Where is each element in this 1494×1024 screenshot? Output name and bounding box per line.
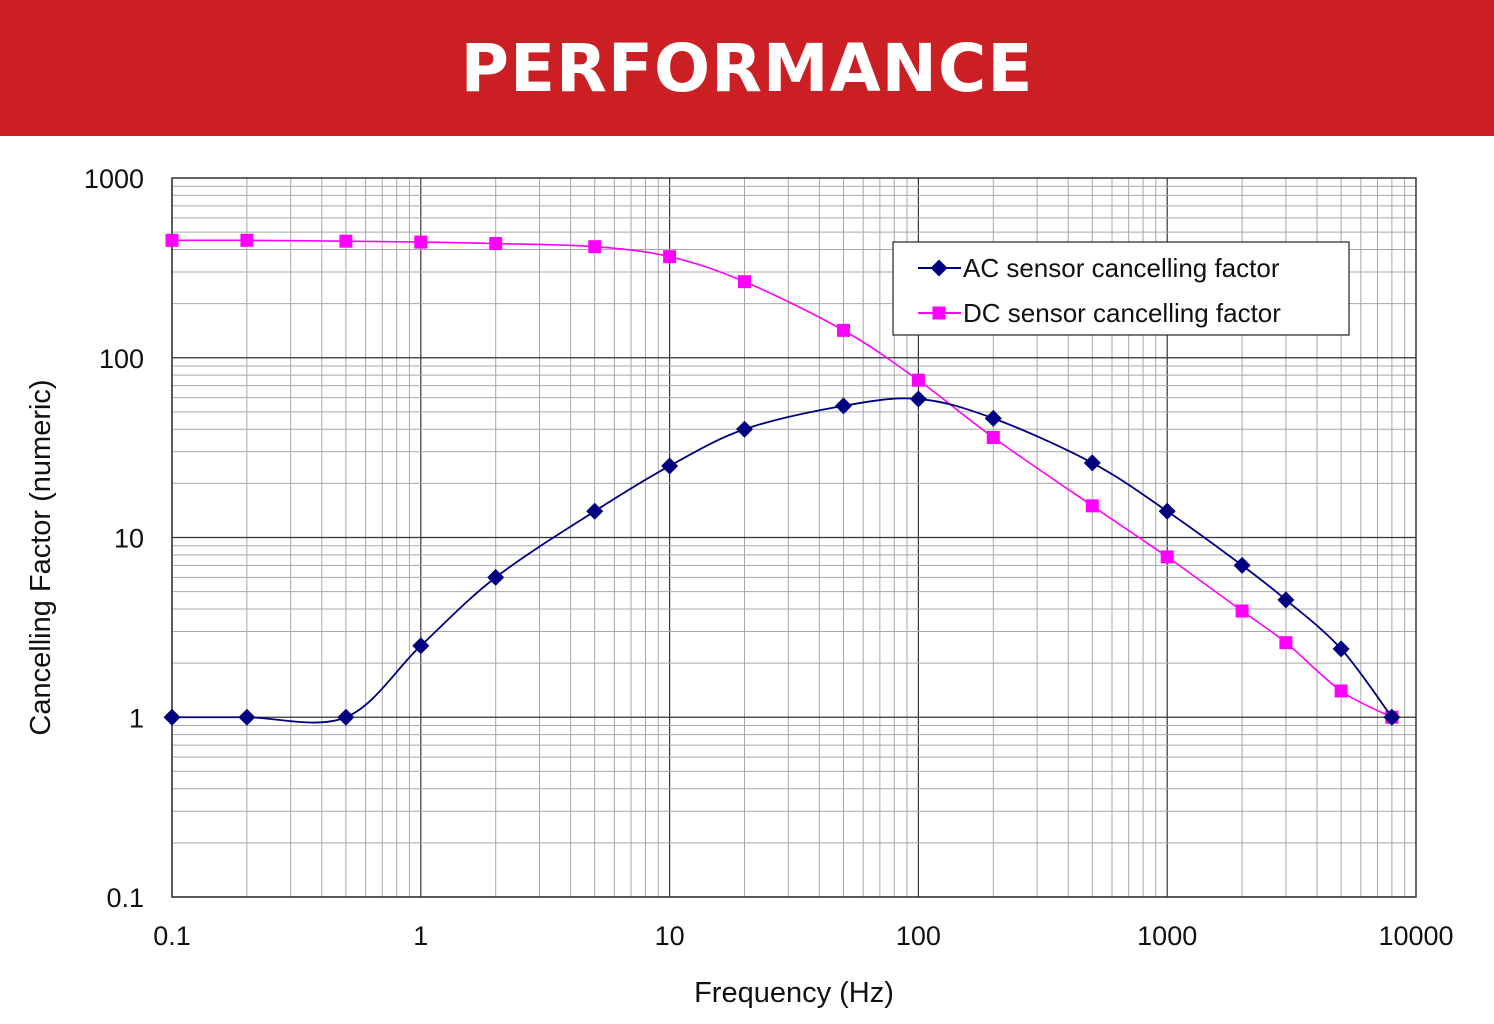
data-point-ac (586, 502, 604, 520)
x-tick-label: 0.1 (153, 921, 191, 951)
data-point-dc (489, 237, 503, 251)
x-tick-label: 10 (655, 921, 685, 951)
data-point-ac (661, 457, 679, 475)
data-point-dc (911, 373, 925, 387)
page-title: PERFORMANCE (460, 29, 1034, 107)
header-banner: PERFORMANCE (0, 0, 1494, 136)
series-dc (165, 233, 1399, 724)
x-tick-label: 1 (413, 921, 428, 951)
data-point-ac (1383, 708, 1401, 726)
data-point-dc (1279, 636, 1293, 650)
data-point-ac (1158, 502, 1176, 520)
data-point-dc (737, 275, 751, 289)
x-tick-label: 10000 (1378, 921, 1453, 951)
grid (171, 178, 1416, 898)
data-point-ac (1277, 591, 1295, 609)
data-point-dc (339, 234, 353, 248)
tick-labels: 0.1 1 10 100 1000 10000 0.1 1 10 100 1000 (84, 164, 1454, 951)
data-point-dc (1085, 499, 1099, 513)
legend-label: AC sensor cancelling factor (963, 253, 1280, 283)
x-tick-label: 1000 (1137, 921, 1197, 951)
data-point-dc (1160, 550, 1174, 564)
y-tick-label: 1 (129, 703, 144, 733)
data-point-ac (1233, 556, 1251, 574)
data-point-dc (837, 323, 851, 337)
plot-frame (171, 177, 1417, 898)
data-point-ac (1332, 640, 1350, 658)
data-point-dc (663, 250, 677, 264)
data-point-ac (909, 390, 927, 408)
y-tick-label: 10 (114, 524, 144, 554)
legend-marker-dc (932, 306, 946, 320)
x-axis-label: Frequency (Hz) (694, 977, 894, 1009)
series-line-ac (171, 397, 1393, 724)
legend: AC sensor cancelling factor DC sensor can… (892, 241, 1350, 336)
legend-box (892, 241, 1350, 336)
y-tick-label: 0.1 (106, 883, 144, 913)
data-point-dc (986, 431, 1000, 445)
data-point-dc (1235, 604, 1249, 618)
legend-marker-ac (930, 259, 948, 277)
data-point-ac (735, 420, 753, 438)
data-point-dc (1334, 684, 1348, 698)
data-point-ac (412, 637, 430, 655)
data-point-ac (337, 708, 355, 726)
y-tick-label: 1000 (84, 164, 144, 194)
x-tick-label: 100 (896, 921, 941, 951)
legend-item-dc: DC sensor cancelling factor (918, 298, 1281, 328)
data-point-dc (240, 233, 254, 247)
legend-item-ac: AC sensor cancelling factor (918, 253, 1280, 283)
data-point-ac (163, 708, 181, 726)
data-point-ac (238, 708, 256, 726)
data-point-ac (984, 409, 1002, 427)
series-ac (163, 390, 1401, 726)
data-point-dc (414, 235, 428, 249)
data-point-dc (165, 233, 179, 247)
y-axis-label: Cancelling Factor (numeric) (25, 379, 57, 735)
data-point-dc (588, 240, 602, 254)
series-layer (163, 233, 1401, 726)
data-point-ac (835, 397, 853, 415)
performance-chart: 0.1 1 10 100 1000 10000 0.1 1 10 100 1000 Frequenc… (25, 164, 1454, 1009)
legend-label: DC sensor cancelling factor (963, 298, 1281, 328)
y-tick-label: 100 (99, 344, 144, 374)
data-point-ac (1083, 454, 1101, 472)
data-point-ac (487, 568, 505, 586)
